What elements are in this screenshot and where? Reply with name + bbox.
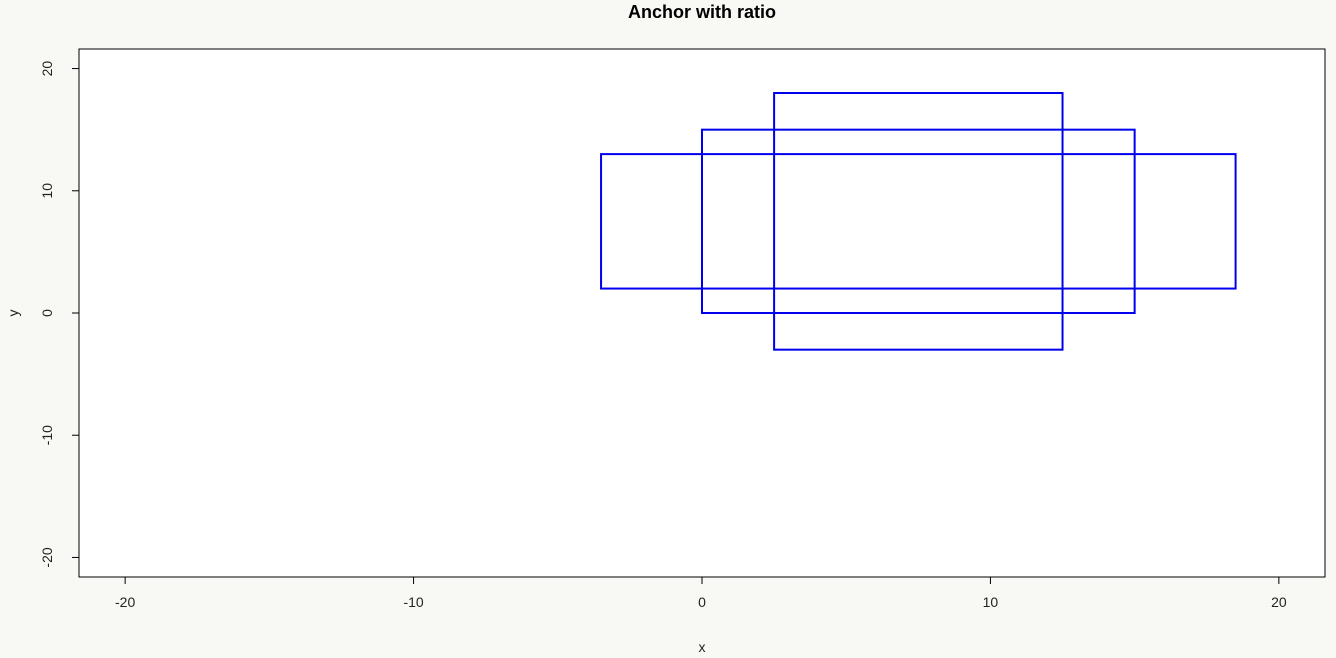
- y-axis: -20 -10 0 10 20: [39, 61, 80, 568]
- rectangle-mark: [773, 92, 1064, 351]
- y-tick-label: 0: [39, 309, 55, 317]
- y-tick-label: -20: [39, 547, 55, 567]
- y-tick-label: 20: [39, 61, 55, 77]
- x-axis-label: x: [699, 639, 706, 655]
- y-axis-label: y: [5, 310, 21, 317]
- y-tick-label: 10: [39, 183, 55, 199]
- rectangle-mark: [701, 128, 1136, 314]
- chart-title: Anchor with ratio: [628, 2, 776, 22]
- rectangle-mark: [600, 153, 1237, 290]
- y-tick-label: -10: [39, 425, 55, 445]
- x-tick-label: -20: [115, 594, 135, 610]
- x-tick-label: 10: [983, 594, 999, 610]
- x-tick-label: 0: [698, 594, 706, 610]
- x-axis: -20 -10 0 10 20: [115, 576, 1287, 610]
- rectangle-series: [600, 92, 1237, 351]
- x-tick-label: 20: [1271, 594, 1287, 610]
- x-tick-label: -10: [403, 594, 423, 610]
